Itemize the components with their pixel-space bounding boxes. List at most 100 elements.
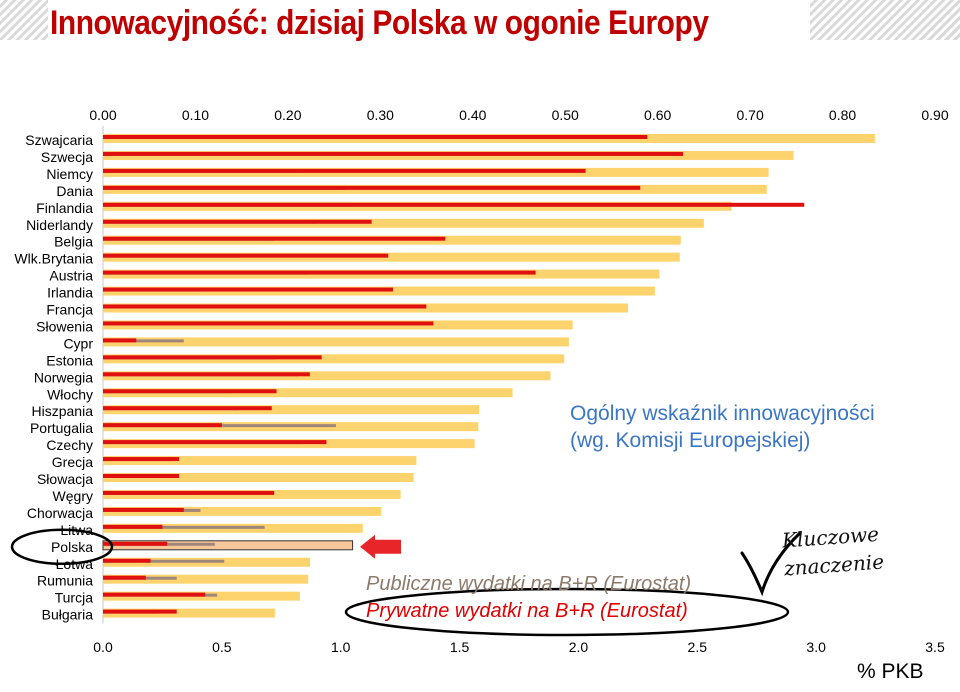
bar-innovation-index [103,405,480,415]
bottom-axis-tick-label: 3.5 [925,639,945,655]
bar-private-rd [103,355,322,360]
bar-private-rd [103,558,151,563]
bar-private-rd [103,440,327,445]
bottom-axis-tick-label: 1.0 [331,639,351,655]
category-label: Szwajcaria [25,132,93,148]
bar-private-rd [103,236,446,241]
top-axis-tick-label: 0.70 [736,107,763,123]
top-axis-tick-label: 0.00 [89,107,116,123]
category-label: Portugalia [30,420,93,436]
bottom-axis-tick-label: 3.0 [806,639,826,655]
bar-private-rd [103,253,389,258]
decor-stripes-right [810,0,960,40]
bar-innovation-index [103,608,275,618]
category-label: Belgia [54,234,93,250]
bar-private-rd [103,185,641,190]
bottom-axis-tick-label: 2.0 [569,639,589,655]
bar-private-rd [103,524,163,529]
bar-private-rd [103,575,146,580]
bar-innovation-index [103,506,382,516]
category-label: Irlandia [47,285,93,301]
bar-private-rd [103,321,434,326]
poland-highlight-ellipse [10,528,114,566]
top-axis-tick-label: 0.50 [552,107,579,123]
top-axis-tick-label: 0.60 [644,107,671,123]
category-label: Norwegia [34,369,93,385]
bottom-axis-tick-label: 1.5 [450,639,470,655]
bar-private-rd [103,490,275,495]
bar-private-rd [103,202,805,207]
bar-private-rd [103,406,272,411]
innovation-index-annotation: Ogólny wskaźnik innowacyjności (wg. Komi… [570,402,875,452]
bar-innovation-index [103,218,704,228]
legend-public-rd: Publiczne wydatki na B+R (Eurostat) [366,573,692,595]
bar-private-rd [103,287,394,292]
category-label: Węgry [53,488,93,504]
bar-private-rd [103,304,427,309]
category-label: Wlk.Brytania [14,251,93,267]
bar-private-rd [103,507,184,512]
category-label: Włochy [47,386,93,402]
bar-innovation-index [103,473,414,482]
bar-innovation-index [103,456,417,466]
category-label: Chorwacja [27,505,93,521]
category-label: Francja [46,302,93,318]
top-axis-tick-label: 0.30 [367,107,394,123]
bar-private-rd [103,270,536,275]
bar-private-rd [103,474,180,478]
legend-private-rd: Prywatne wydatki na B+R (Eurostat) [366,600,688,622]
top-axis-tick-label: 0.10 [182,107,209,123]
bar-innovation-index [103,337,569,347]
bar-innovation-index [103,371,551,381]
slide-title: Innowacyjność: dzisiaj Polska w ogonie E… [50,4,709,42]
key-importance-annotation: Kluczowe znaczenie [781,521,885,581]
bar-private-rd [103,609,177,614]
category-label: Niemcy [46,166,93,182]
bar-private-rd [103,423,222,428]
category-label: Polska [51,539,93,555]
category-label: Estonia [46,352,93,368]
bar-private-rd [103,219,372,224]
bar-private-rd [103,338,137,343]
bar-public-rd [103,525,265,529]
category-label: Czechy [46,437,93,453]
decor-stripes-left [0,0,48,40]
category-label: Finlandia [36,200,93,216]
bar-innovation-index [103,574,309,584]
category-label: Słowenia [36,318,93,334]
bar-private-rd [103,541,168,546]
bottom-axis-tick-label: 0.0 [93,639,113,655]
category-label: Cypr [63,335,93,351]
bar-public-rd [103,559,225,563]
bar-innovation-index [103,354,565,364]
bar-innovation-index [103,388,513,398]
bar-private-rd [103,372,310,377]
bar-private-rd [103,457,180,462]
bar-public-rd [103,339,184,343]
bar-private-rd [103,135,648,139]
category-label: Hiszpania [32,403,94,419]
bar-private-rd [103,389,277,394]
category-label: Szwecja [41,149,93,165]
bottom-axis-tick-label: 2.5 [688,639,708,655]
category-label: Słowacja [37,471,93,487]
category-label: Dania [56,183,93,199]
private-rd-highlight-ellipse [344,587,790,637]
category-label: Austria [49,268,93,284]
top-axis-tick-label: 0.90 [921,107,948,123]
poland-arrow-icon [360,534,401,559]
category-label: Turcja [55,590,94,606]
category-label: Rumunia [37,573,93,589]
top-axis-tick-label: 0.40 [459,107,486,123]
bar-private-rd [103,151,684,156]
bottom-axis-tick-label: 0.5 [212,639,232,655]
top-axis-tick-label: 0.20 [274,107,301,123]
check-mark-icon [740,531,802,597]
category-label: Grecja [52,454,93,470]
bar-innovation-index [103,252,680,262]
top-axis-tick-label: 0.80 [829,107,856,123]
bar-private-rd [103,592,206,597]
category-label: Niderlandy [26,217,93,233]
unit-label: % PKB [857,660,924,683]
